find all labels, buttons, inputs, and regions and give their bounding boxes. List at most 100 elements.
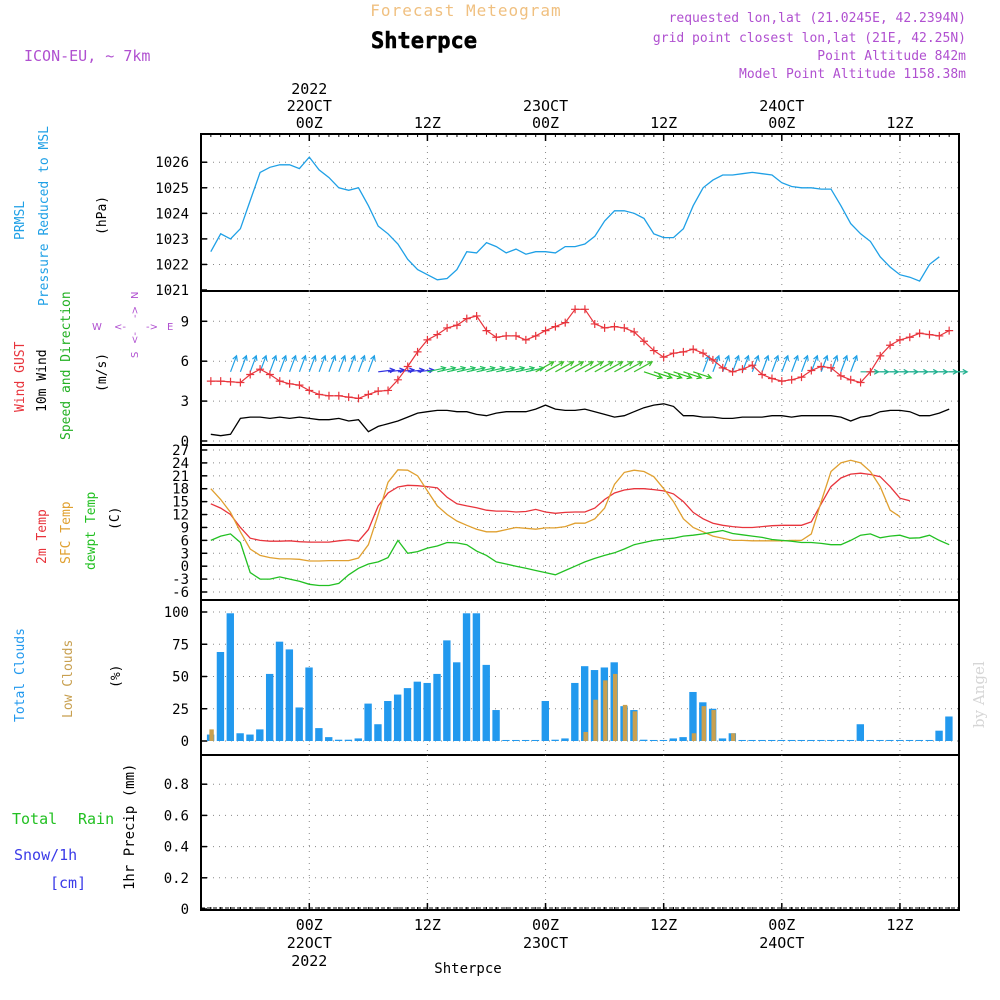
wind-gust-marker	[521, 335, 530, 344]
wind-arrow-head	[706, 373, 713, 380]
wind-direction-arrow	[446, 367, 466, 373]
requested-coords: requested lon,lat (21.0245E, 42.2394N)	[669, 11, 966, 26]
wind-gust-marker	[659, 353, 668, 362]
bottom-time-label: 12Z	[886, 916, 913, 934]
precip-label-rain: Rain	[78, 810, 114, 828]
point-altitude: Point Altitude 842m	[817, 49, 966, 64]
wind-direction-arrow	[417, 369, 434, 373]
wind-arrow-head	[744, 354, 750, 361]
wind-arrow-head	[340, 354, 347, 361]
total-cloud-bar	[895, 739, 904, 741]
wind-arrow-head	[311, 354, 317, 361]
top-time-label: 23OCT	[523, 97, 568, 115]
wind-direction-arrow	[308, 355, 316, 373]
wind-direction-arrow	[800, 355, 809, 373]
wind-arrow-head	[637, 361, 644, 367]
y-tick-label-wind: 9	[181, 314, 189, 330]
total-cloud-bar	[905, 739, 914, 741]
temp-label-2m: 2m Temp	[35, 509, 50, 564]
panel-frame-clouds	[200, 599, 960, 756]
compass-n: N	[130, 292, 141, 299]
wind-gust-marker	[206, 377, 215, 386]
wind-gust-marker	[334, 391, 343, 400]
wind-arrow-head	[763, 354, 770, 361]
total-cloud-bar	[364, 703, 372, 741]
total-cloud-bar	[571, 682, 579, 741]
wind-labels: Wind GUST 10m Wind Speed and Direction (…	[13, 291, 173, 440]
wind-gust-marker	[423, 335, 432, 344]
total-cloud-bar	[945, 716, 953, 741]
wind-direction-arrow	[732, 355, 740, 373]
low-cloud-bar	[593, 699, 598, 741]
wind-gust-marker	[482, 326, 491, 335]
wind-arrow-head	[666, 373, 674, 380]
wind-gust-marker	[886, 341, 895, 350]
temp-label-unit: (C)	[108, 507, 123, 530]
wind-direction-arrow	[289, 355, 297, 373]
total-cloud-bar	[640, 739, 648, 741]
total-cloud-bar	[915, 739, 924, 741]
pressure-labels: PRMSL Pressure Reduced to MSL (hPa)	[13, 126, 110, 306]
compass-s: S	[130, 352, 141, 358]
wind-arrow-head	[686, 373, 693, 380]
wind-gust-marker	[639, 337, 648, 346]
wind-direction-arrow	[298, 355, 307, 373]
wind-gust-marker	[836, 371, 845, 380]
wind-direction-arrow	[378, 369, 395, 373]
wind-gust-marker	[462, 314, 471, 323]
total-cloud-bar	[856, 724, 865, 741]
low-cloud-bar	[209, 729, 214, 741]
wind-gust-marker	[265, 370, 274, 379]
y-tick-label-pressure: 1022	[155, 257, 189, 273]
wind-arrow-head	[607, 361, 614, 367]
wind-gust-marker	[580, 305, 589, 314]
y-tick-label-temperature: 12	[172, 508, 189, 524]
low-cloud-bar	[583, 731, 588, 741]
low-cloud-bar	[622, 704, 628, 741]
total-cloud-bar	[935, 730, 943, 741]
y-tick-label-pressure: 1024	[155, 206, 189, 222]
wind-arrow-head	[558, 361, 565, 367]
compass-rose: W E N S <- -> -> <-	[92, 292, 173, 358]
wind-arrow-head	[261, 354, 268, 361]
wind-gust-marker	[246, 370, 255, 379]
wind-direction-arrow	[427, 367, 446, 373]
wind-direction-arrow	[357, 355, 366, 373]
wind-gust-marker	[767, 374, 776, 383]
total-cloud-bar	[561, 738, 569, 741]
wind-gust-marker	[512, 331, 521, 340]
wind-direction-arrow	[338, 355, 346, 373]
wind-gust-marker	[846, 375, 855, 384]
total-cloud-bar	[649, 739, 658, 741]
wind-gust-marker	[324, 391, 333, 400]
pressure-label-prmsl: PRMSL	[13, 201, 28, 240]
y-tick-label-precip: 0	[181, 902, 189, 918]
y-tick-label-temperature: 27	[172, 443, 189, 459]
wind-gust-marker	[817, 362, 826, 371]
station-name: Shterpce	[371, 29, 477, 54]
y-tick-label-temperature: 24	[172, 456, 189, 472]
total-cloud-bar	[748, 739, 756, 741]
wind-arrow-head	[291, 354, 297, 361]
wind-gust-marker	[699, 349, 708, 358]
precip-label-snow: Snow/1h	[14, 846, 77, 864]
total-cloud-bar	[236, 733, 244, 741]
footer-station: Shterpce	[434, 961, 501, 977]
panel-frames	[200, 133, 960, 911]
wind-arrow-head	[793, 354, 799, 361]
total-cloud-bar	[551, 739, 559, 741]
wind-gust-marker	[443, 323, 452, 332]
total-cloud-bar	[482, 664, 490, 741]
wind-direction-arrow	[564, 361, 584, 373]
wind-arrow-head	[548, 361, 555, 367]
total-cloud-bar	[384, 701, 392, 741]
wind-arrow-head	[754, 354, 760, 361]
wind-direction-arrow	[663, 371, 682, 379]
gridpoint-coords: grid point closest lon,lat (21E, 42.25N)	[653, 31, 966, 46]
wind-direction-arrow	[328, 355, 336, 373]
total-cloud-bar	[531, 739, 540, 741]
total-cloud-bar	[541, 701, 549, 741]
precip-axis-label: 1hr Precip (mm)	[122, 764, 138, 890]
total-cloud-bar	[403, 688, 412, 741]
